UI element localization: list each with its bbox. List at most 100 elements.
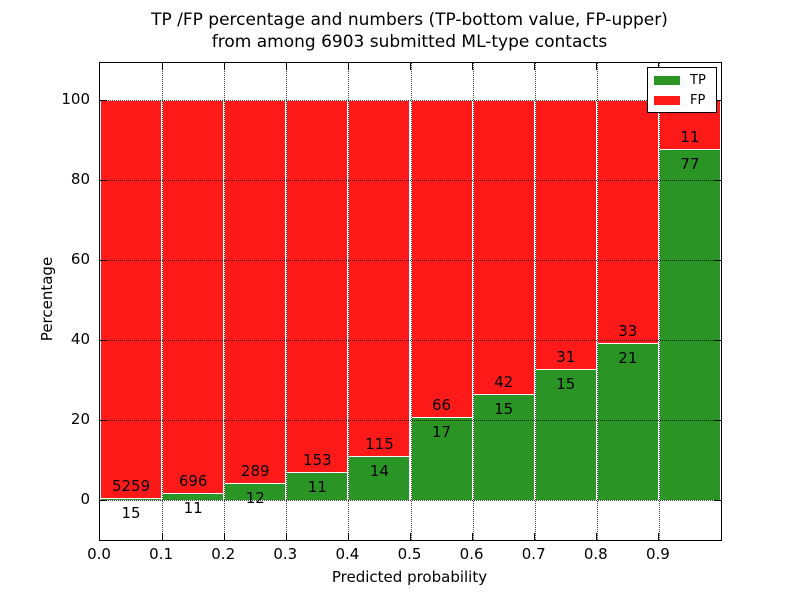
y-tick-left [100, 499, 107, 501]
y-tick-label: 20 [70, 410, 90, 428]
x-gridline [286, 63, 288, 540]
y-tick-label: 80 [70, 170, 90, 188]
bar-segment-fp [410, 100, 473, 419]
y-tick-right [714, 339, 721, 341]
legend-swatch-fp-icon [654, 95, 680, 105]
x-tick-top [534, 63, 536, 70]
plot-frame: 5259 15 696 11 289 12 153 11 115 14 66 17 42 15 31 15 33… [99, 62, 722, 541]
y-tick-left [100, 419, 107, 421]
x-tick-top [161, 63, 163, 70]
bar-label-tp: 15 [494, 399, 514, 418]
y-tick-right [714, 99, 721, 101]
bar-label-tp: 11 [307, 478, 327, 497]
bar-label-tp: 21 [618, 349, 638, 368]
bar-label-fp: 5259 [111, 476, 151, 495]
y-tick-left [100, 259, 107, 261]
x-gridline [410, 63, 412, 540]
chart-title: TP /FP percentage and numbers (TP-bottom… [99, 9, 720, 53]
bar-segment-tp [658, 150, 721, 500]
legend-label-fp: FP [690, 92, 706, 108]
y-tick-right [714, 259, 721, 261]
x-tick-label: 0.1 [149, 545, 174, 563]
legend-label-tp: TP [690, 72, 706, 88]
y-tick-label: 60 [70, 250, 90, 268]
bar-segment-fp [596, 100, 659, 345]
bar-segment-tp [100, 498, 163, 500]
y-tick-right [714, 499, 721, 501]
x-tick-bottom [658, 533, 660, 540]
x-gridline [472, 63, 474, 540]
bar-segment-tp [410, 418, 473, 500]
bar-segment-fp [286, 100, 349, 474]
bar-label-fp: 289 [240, 462, 270, 481]
bar-label-fp: 11 [680, 128, 700, 146]
x-gridline [348, 63, 350, 540]
y-tick-left [100, 99, 107, 101]
x-tick-label: 0.4 [335, 545, 360, 563]
x-tick-label: 0.3 [273, 545, 298, 563]
chart-title-line1: TP /FP percentage and numbers (TP-bottom… [151, 10, 668, 30]
bar-label-fp: 33 [618, 322, 638, 341]
x-tick-bottom [223, 533, 225, 540]
bar-segment-tp [534, 369, 597, 500]
x-tick-label: 0.0 [87, 545, 111, 563]
chart-title-line2: from among 6903 submitted ML-type contac… [211, 32, 608, 52]
bar-segment-tp [596, 344, 659, 500]
bar-segment-fp [100, 100, 163, 499]
x-tick-label: 0.8 [583, 545, 608, 563]
y-tick-left [100, 339, 107, 341]
plot-area: 5259 15 696 11 289 12 153 11 115 14 66 17 42 15 31 15 33… [100, 63, 721, 540]
chart-legend: TP FP [647, 67, 717, 113]
x-tick-top [223, 63, 225, 70]
bar-segment-fp [348, 100, 411, 457]
bar-label-tp: 11 [183, 498, 203, 517]
x-tick-bottom [347, 533, 349, 540]
legend-entry-fp: FP [654, 92, 710, 108]
x-tick-top [410, 63, 411, 70]
y-axis-label: Percentage [38, 256, 56, 342]
x-tick-label: 0.6 [459, 545, 484, 563]
x-gridline [658, 63, 660, 540]
bar-label-fp: 31 [556, 347, 576, 366]
x-tick-label: 0.5 [397, 545, 422, 563]
bar-label-fp: 153 [303, 451, 332, 470]
x-gridline [596, 63, 598, 540]
x-tick-top [658, 63, 660, 70]
y-tick-right [714, 179, 721, 181]
x-tick-top [285, 63, 287, 70]
x-tick-label: 0.2 [211, 545, 236, 563]
x-tick-top [472, 63, 474, 70]
y-tick-label: 40 [70, 330, 90, 348]
bar-label-tp: 17 [432, 423, 452, 442]
bar-segment-fp [472, 100, 535, 395]
x-tick-label: 0.9 [645, 545, 670, 563]
x-tick-bottom [285, 533, 287, 540]
bar-segment-fp [224, 100, 287, 485]
bar-segment-tp [348, 456, 411, 500]
x-gridline [534, 63, 536, 540]
x-tick-bottom [410, 533, 411, 540]
y-tick-right [714, 419, 721, 421]
bar-segment-fp [162, 100, 225, 494]
bar-segment-tp [286, 473, 349, 500]
x-gridline [162, 63, 164, 540]
bar-segment-fp [534, 100, 597, 370]
bar-label-fp: 696 [178, 471, 208, 490]
legend-entry-tp: TP [654, 72, 710, 88]
bar-label-tp: 12 [245, 489, 265, 508]
x-tick-top [347, 63, 349, 70]
bar-label-fp: 42 [494, 372, 514, 391]
legend-swatch-tp-icon [654, 75, 680, 85]
bar-label-tp: 14 [369, 461, 389, 480]
bar-label-fp: 115 [365, 434, 394, 453]
y-tick-label: 0 [80, 490, 90, 508]
bar-label-tp: 15 [556, 374, 576, 393]
x-tick-bottom [534, 533, 536, 540]
x-tick-bottom [161, 533, 163, 540]
x-axis-label: Predicted probability [331, 568, 488, 586]
bar-label-tp: 15 [121, 503, 141, 522]
x-tick-bottom [472, 533, 474, 540]
y-tick-left [100, 179, 107, 181]
x-tick-top [596, 63, 598, 70]
